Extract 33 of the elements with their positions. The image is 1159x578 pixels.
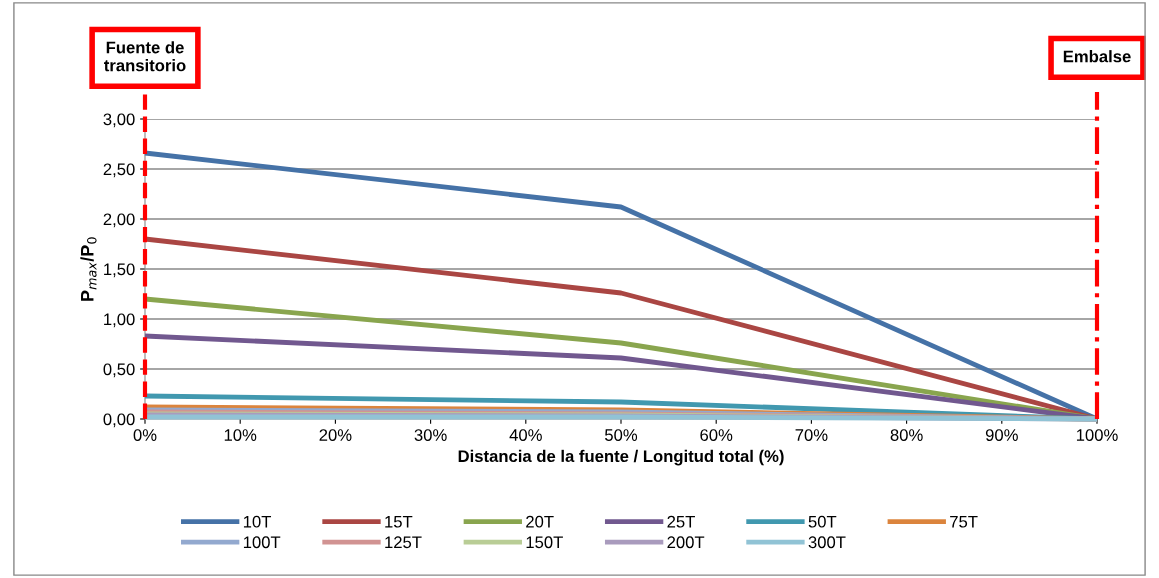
x-tick-label: 80% bbox=[890, 429, 923, 441]
x-tick-label: 40% bbox=[509, 429, 542, 441]
x-tick-label: 70% bbox=[795, 429, 828, 441]
ref-line-label: Embalse bbox=[1063, 50, 1131, 63]
legend-label: 75T bbox=[950, 515, 978, 528]
y-tick-label: 2,50 bbox=[103, 163, 135, 178]
x-tick-label: 100% bbox=[1076, 429, 1118, 441]
legend-label: 50T bbox=[808, 515, 837, 528]
x-axis-title: Distancia de la fuente / Longitud total (%) bbox=[458, 449, 784, 466]
x-tick-label: 30% bbox=[414, 429, 447, 441]
x-tick-label: 90% bbox=[985, 429, 1018, 441]
legend-label: 25T bbox=[667, 515, 695, 528]
x-tick-label: 0% bbox=[133, 429, 157, 441]
y-tick-label: 1,00 bbox=[104, 313, 135, 328]
x-tick-label: 20% bbox=[319, 429, 352, 441]
legend-label: 125T bbox=[385, 536, 422, 549]
legend-label: 20T bbox=[526, 515, 554, 528]
y-tick-label: 0,00 bbox=[103, 413, 135, 428]
x-tick-label: 60% bbox=[700, 429, 733, 441]
ref-line-label: Fuente de transitorio bbox=[104, 41, 186, 72]
legend-label: 15T bbox=[385, 515, 413, 528]
legend-label: 150T bbox=[526, 536, 563, 549]
legend-label: 10T bbox=[243, 515, 272, 528]
y-tick-label: 1,50 bbox=[104, 263, 135, 278]
x-tick-label: 10% bbox=[224, 429, 257, 441]
legend-label: 300T bbox=[808, 536, 846, 549]
legend-label: 100T bbox=[243, 536, 281, 549]
y-tick-label: 0,50 bbox=[103, 363, 135, 378]
y-tick-label: 3,00 bbox=[103, 113, 135, 128]
y-axis-title: P$_{max}$/P$_{0}$ bbox=[80, 237, 97, 301]
x-tick-label: 50% bbox=[604, 429, 638, 441]
y-tick-label: 2,00 bbox=[103, 213, 135, 228]
legend-label: 200T bbox=[667, 536, 705, 549]
